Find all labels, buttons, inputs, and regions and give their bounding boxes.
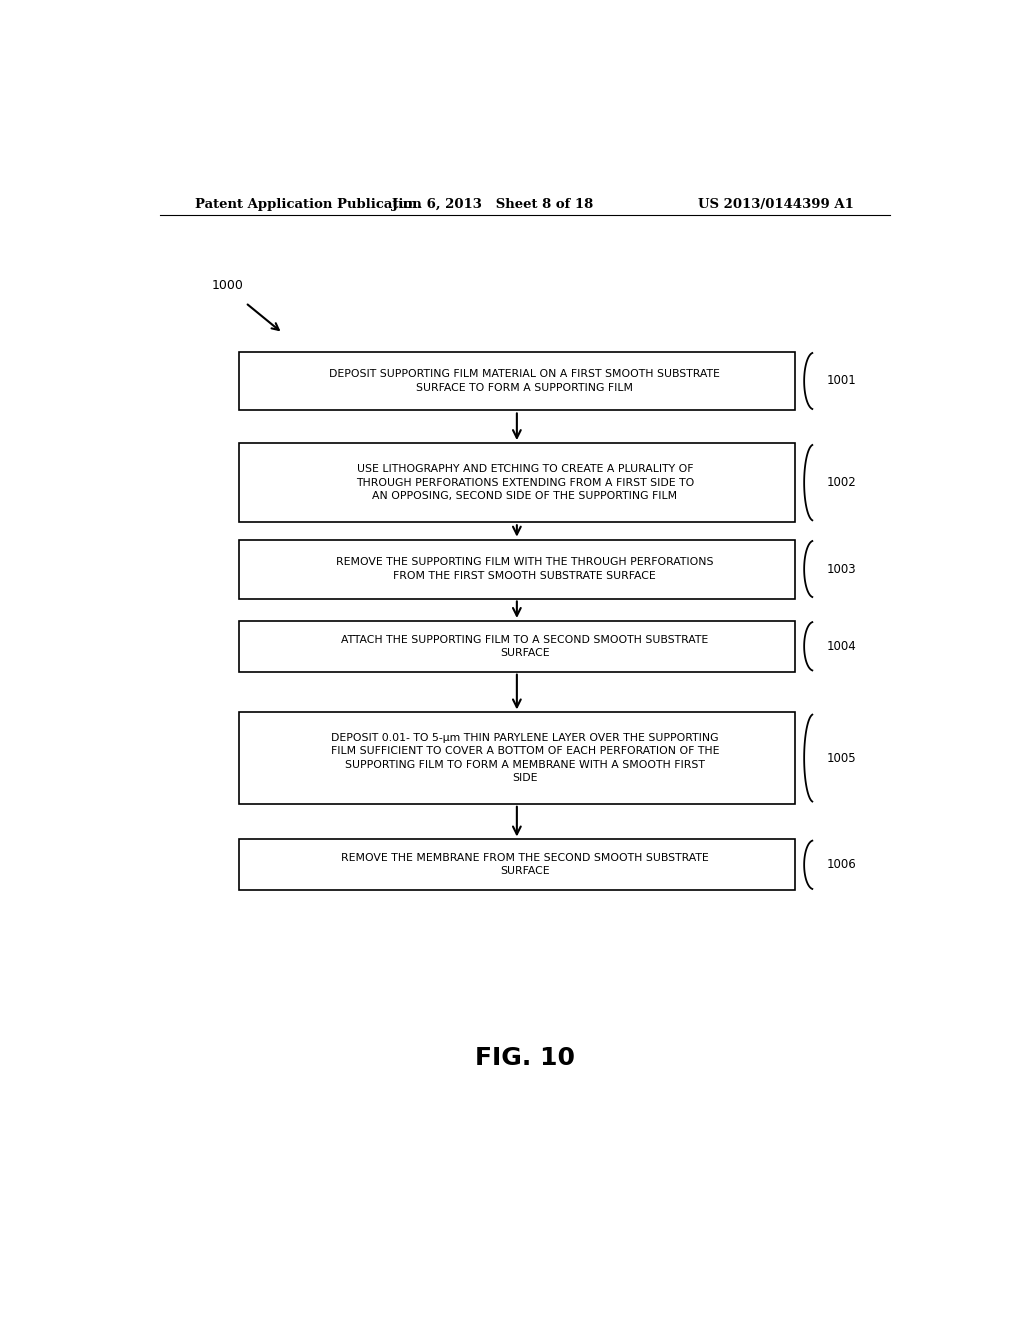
Text: 1003: 1003 xyxy=(826,562,856,576)
Text: US 2013/0144399 A1: US 2013/0144399 A1 xyxy=(698,198,854,211)
FancyBboxPatch shape xyxy=(240,540,795,598)
Text: 1005: 1005 xyxy=(826,751,856,764)
Text: Patent Application Publication: Patent Application Publication xyxy=(196,198,422,211)
Text: Jun. 6, 2013   Sheet 8 of 18: Jun. 6, 2013 Sheet 8 of 18 xyxy=(392,198,594,211)
FancyBboxPatch shape xyxy=(240,444,795,523)
Text: 1006: 1006 xyxy=(826,858,856,871)
FancyBboxPatch shape xyxy=(240,840,795,890)
FancyBboxPatch shape xyxy=(240,620,795,672)
Text: REMOVE THE MEMBRANE FROM THE SECOND SMOOTH SUBSTRATE
SURFACE: REMOVE THE MEMBRANE FROM THE SECOND SMOO… xyxy=(341,853,709,876)
FancyBboxPatch shape xyxy=(240,351,795,411)
FancyBboxPatch shape xyxy=(240,713,795,804)
Text: FIG. 10: FIG. 10 xyxy=(475,1045,574,1071)
Text: USE LITHOGRAPHY AND ETCHING TO CREATE A PLURALITY OF
THROUGH PERFORATIONS EXTEND: USE LITHOGRAPHY AND ETCHING TO CREATE A … xyxy=(355,465,694,500)
Text: 1001: 1001 xyxy=(826,375,856,388)
Text: 1002: 1002 xyxy=(826,477,856,490)
Text: REMOVE THE SUPPORTING FILM WITH THE THROUGH PERFORATIONS
FROM THE FIRST SMOOTH S: REMOVE THE SUPPORTING FILM WITH THE THRO… xyxy=(336,557,714,581)
Text: 1004: 1004 xyxy=(826,640,856,653)
Text: DEPOSIT 0.01- TO 5-μm THIN PARYLENE LAYER OVER THE SUPPORTING
FILM SUFFICIENT TO: DEPOSIT 0.01- TO 5-μm THIN PARYLENE LAYE… xyxy=(331,734,719,783)
Text: DEPOSIT SUPPORTING FILM MATERIAL ON A FIRST SMOOTH SUBSTRATE
SURFACE TO FORM A S: DEPOSIT SUPPORTING FILM MATERIAL ON A FI… xyxy=(330,370,720,392)
Text: 1000: 1000 xyxy=(211,279,244,292)
Text: ATTACH THE SUPPORTING FILM TO A SECOND SMOOTH SUBSTRATE
SURFACE: ATTACH THE SUPPORTING FILM TO A SECOND S… xyxy=(341,635,709,657)
